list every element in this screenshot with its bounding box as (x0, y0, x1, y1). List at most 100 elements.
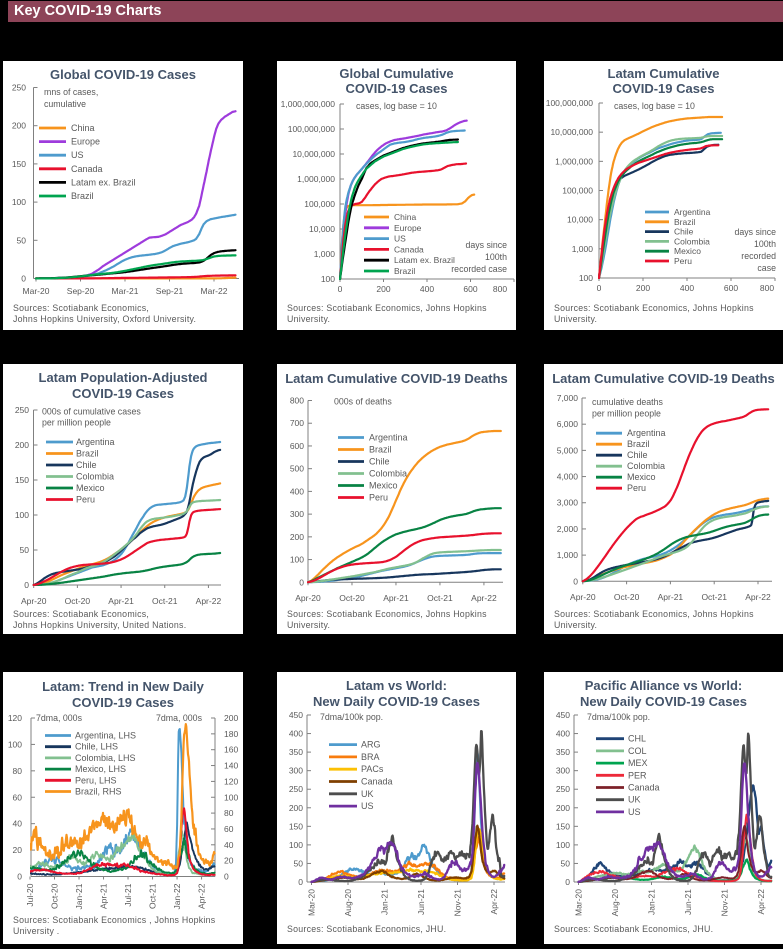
svg-text:Latam: Trend in New Daily: Latam: Trend in New Daily (42, 679, 205, 694)
svg-text:Brazil: Brazil (369, 445, 392, 455)
svg-text:350: 350 (556, 747, 570, 757)
svg-text:100: 100 (8, 739, 22, 749)
svg-text:10,000,000: 10,000,000 (550, 127, 593, 137)
svg-text:350: 350 (289, 747, 303, 757)
svg-text:100: 100 (290, 555, 304, 565)
svg-text:0: 0 (224, 872, 229, 882)
svg-text:140: 140 (224, 761, 238, 771)
svg-text:days since: days since (734, 227, 776, 237)
svg-text:Brazil: Brazil (76, 449, 99, 459)
svg-text:Sources: Scotiabank Economics,: Sources: Scotiabank Economics, Johns Hop… (287, 303, 487, 313)
svg-text:Peru: Peru (674, 256, 692, 266)
svg-text:Mar-20: Mar-20 (307, 889, 317, 916)
svg-text:400: 400 (680, 283, 694, 293)
svg-text:2,000: 2,000 (557, 524, 579, 534)
svg-text:Sources: Scotiabank Economics,: Sources: Scotiabank Economics, JHU. (287, 924, 446, 934)
svg-text:7dma/100k pop.: 7dma/100k pop. (320, 712, 383, 722)
svg-text:1,000,000: 1,000,000 (555, 156, 593, 166)
svg-text:Sep-21: Sep-21 (156, 286, 184, 296)
svg-text:cumulative: cumulative (44, 99, 86, 109)
svg-text:100: 100 (579, 273, 593, 283)
svg-text:Oct-21: Oct-21 (701, 592, 727, 602)
svg-text:0: 0 (573, 576, 578, 586)
svg-text:150: 150 (15, 475, 29, 485)
svg-text:University.: University. (287, 314, 330, 324)
svg-text:cases, log base = 10: cases, log base = 10 (356, 101, 437, 111)
svg-text:Oct-21: Oct-21 (427, 593, 453, 603)
svg-text:600: 600 (290, 441, 304, 451)
svg-text:Peru: Peru (627, 483, 646, 493)
svg-text:100: 100 (321, 274, 335, 284)
svg-text:COVID-19 Cases: COVID-19 Cases (72, 386, 174, 401)
svg-text:Johns Hopkins University, Unit: Johns Hopkins University, United Nations… (13, 620, 186, 630)
svg-text:Colombia: Colombia (674, 236, 710, 246)
svg-text:Europe: Europe (71, 137, 100, 147)
svg-text:Mexico: Mexico (369, 481, 398, 491)
svg-text:Apr-20: Apr-20 (295, 593, 321, 603)
svg-text:Jul-21: Jul-21 (123, 883, 133, 906)
svg-text:100th: 100th (754, 239, 776, 249)
svg-text:Apr-20: Apr-20 (570, 592, 596, 602)
svg-text:Argentina: Argentina (627, 428, 666, 438)
svg-text:Latam Population-Adjusted: Latam Population-Adjusted (39, 370, 208, 385)
svg-text:Canada: Canada (394, 244, 424, 254)
svg-text:BRA: BRA (361, 752, 380, 762)
svg-text:Global Cumulative: Global Cumulative (339, 66, 453, 81)
svg-text:Apr-21: Apr-21 (108, 596, 134, 606)
svg-text:Oct-21: Oct-21 (152, 596, 178, 606)
svg-text:Mexico, LHS: Mexico, LHS (75, 764, 126, 774)
svg-text:100: 100 (224, 792, 238, 802)
svg-text:cases, log base = 10: cases, log base = 10 (614, 101, 695, 111)
svg-text:1,000,000: 1,000,000 (297, 174, 335, 184)
svg-text:Aug-20: Aug-20 (610, 889, 620, 917)
svg-text:Peru: Peru (76, 495, 95, 505)
svg-text:20: 20 (224, 856, 234, 866)
svg-text:250: 250 (15, 405, 29, 415)
svg-text:case: case (757, 263, 776, 273)
svg-text:Jan-21: Jan-21 (380, 889, 390, 915)
svg-text:50: 50 (17, 235, 27, 245)
svg-text:Chile: Chile (627, 450, 648, 460)
svg-text:Latam Cumulative: Latam Cumulative (608, 66, 720, 81)
svg-text:7dma/100k pop.: 7dma/100k pop. (587, 712, 650, 722)
svg-text:120: 120 (224, 776, 238, 786)
svg-text:Chile, LHS: Chile, LHS (75, 742, 118, 752)
svg-text:100: 100 (289, 840, 303, 850)
svg-text:Colombia: Colombia (369, 469, 407, 479)
svg-text:400: 400 (289, 729, 303, 739)
svg-text:100: 100 (556, 840, 570, 850)
svg-text:Sources: Scotiabank Economics,: Sources: Scotiabank Economics, Johns Hop… (554, 303, 754, 313)
svg-text:Argentina: Argentina (674, 207, 711, 217)
svg-text:University.: University. (554, 314, 597, 324)
svg-text:50: 50 (20, 545, 30, 555)
svg-text:80: 80 (13, 766, 23, 776)
svg-text:100th: 100th (485, 252, 507, 262)
svg-text:0: 0 (597, 283, 602, 293)
svg-text:Oct-21: Oct-21 (148, 883, 158, 909)
svg-text:Sources: Scotiabank Economics: Sources: Scotiabank Economics , Johns Ho… (13, 915, 216, 925)
svg-text:Johns Hopkins University, Oxfo: Johns Hopkins University, Oxford Univers… (13, 314, 196, 324)
svg-text:60: 60 (224, 824, 234, 834)
svg-text:1,000: 1,000 (557, 550, 579, 560)
svg-text:500: 500 (290, 464, 304, 474)
svg-text:Brazil: Brazil (674, 217, 695, 227)
svg-text:Apr-22: Apr-22 (196, 596, 222, 606)
svg-text:200: 200 (12, 121, 26, 131)
svg-text:recorded: recorded (741, 251, 776, 261)
svg-text:250: 250 (556, 784, 570, 794)
svg-text:Peru, LHS: Peru, LHS (75, 775, 117, 785)
svg-text:7dma, 000s: 7dma, 000s (36, 713, 83, 723)
svg-text:Colombia: Colombia (627, 461, 665, 471)
svg-text:150: 150 (556, 821, 570, 831)
svg-text:0: 0 (24, 580, 29, 590)
svg-text:Latam Cumulative COVID-19 Deat: Latam Cumulative COVID-19 Deaths (285, 371, 508, 386)
svg-text:100,000,000: 100,000,000 (288, 124, 336, 134)
svg-text:250: 250 (289, 784, 303, 794)
svg-text:recorded case: recorded case (451, 264, 507, 274)
svg-text:Sources: Scotiabank Economics,: Sources: Scotiabank Economics, JHU. (554, 924, 713, 934)
svg-text:Brazil: Brazil (627, 439, 650, 449)
svg-text:Colombia: Colombia (76, 472, 114, 482)
svg-text:Oct-20: Oct-20 (65, 596, 91, 606)
svg-text:Nov-21: Nov-21 (720, 889, 730, 917)
svg-text:200: 200 (224, 713, 238, 723)
